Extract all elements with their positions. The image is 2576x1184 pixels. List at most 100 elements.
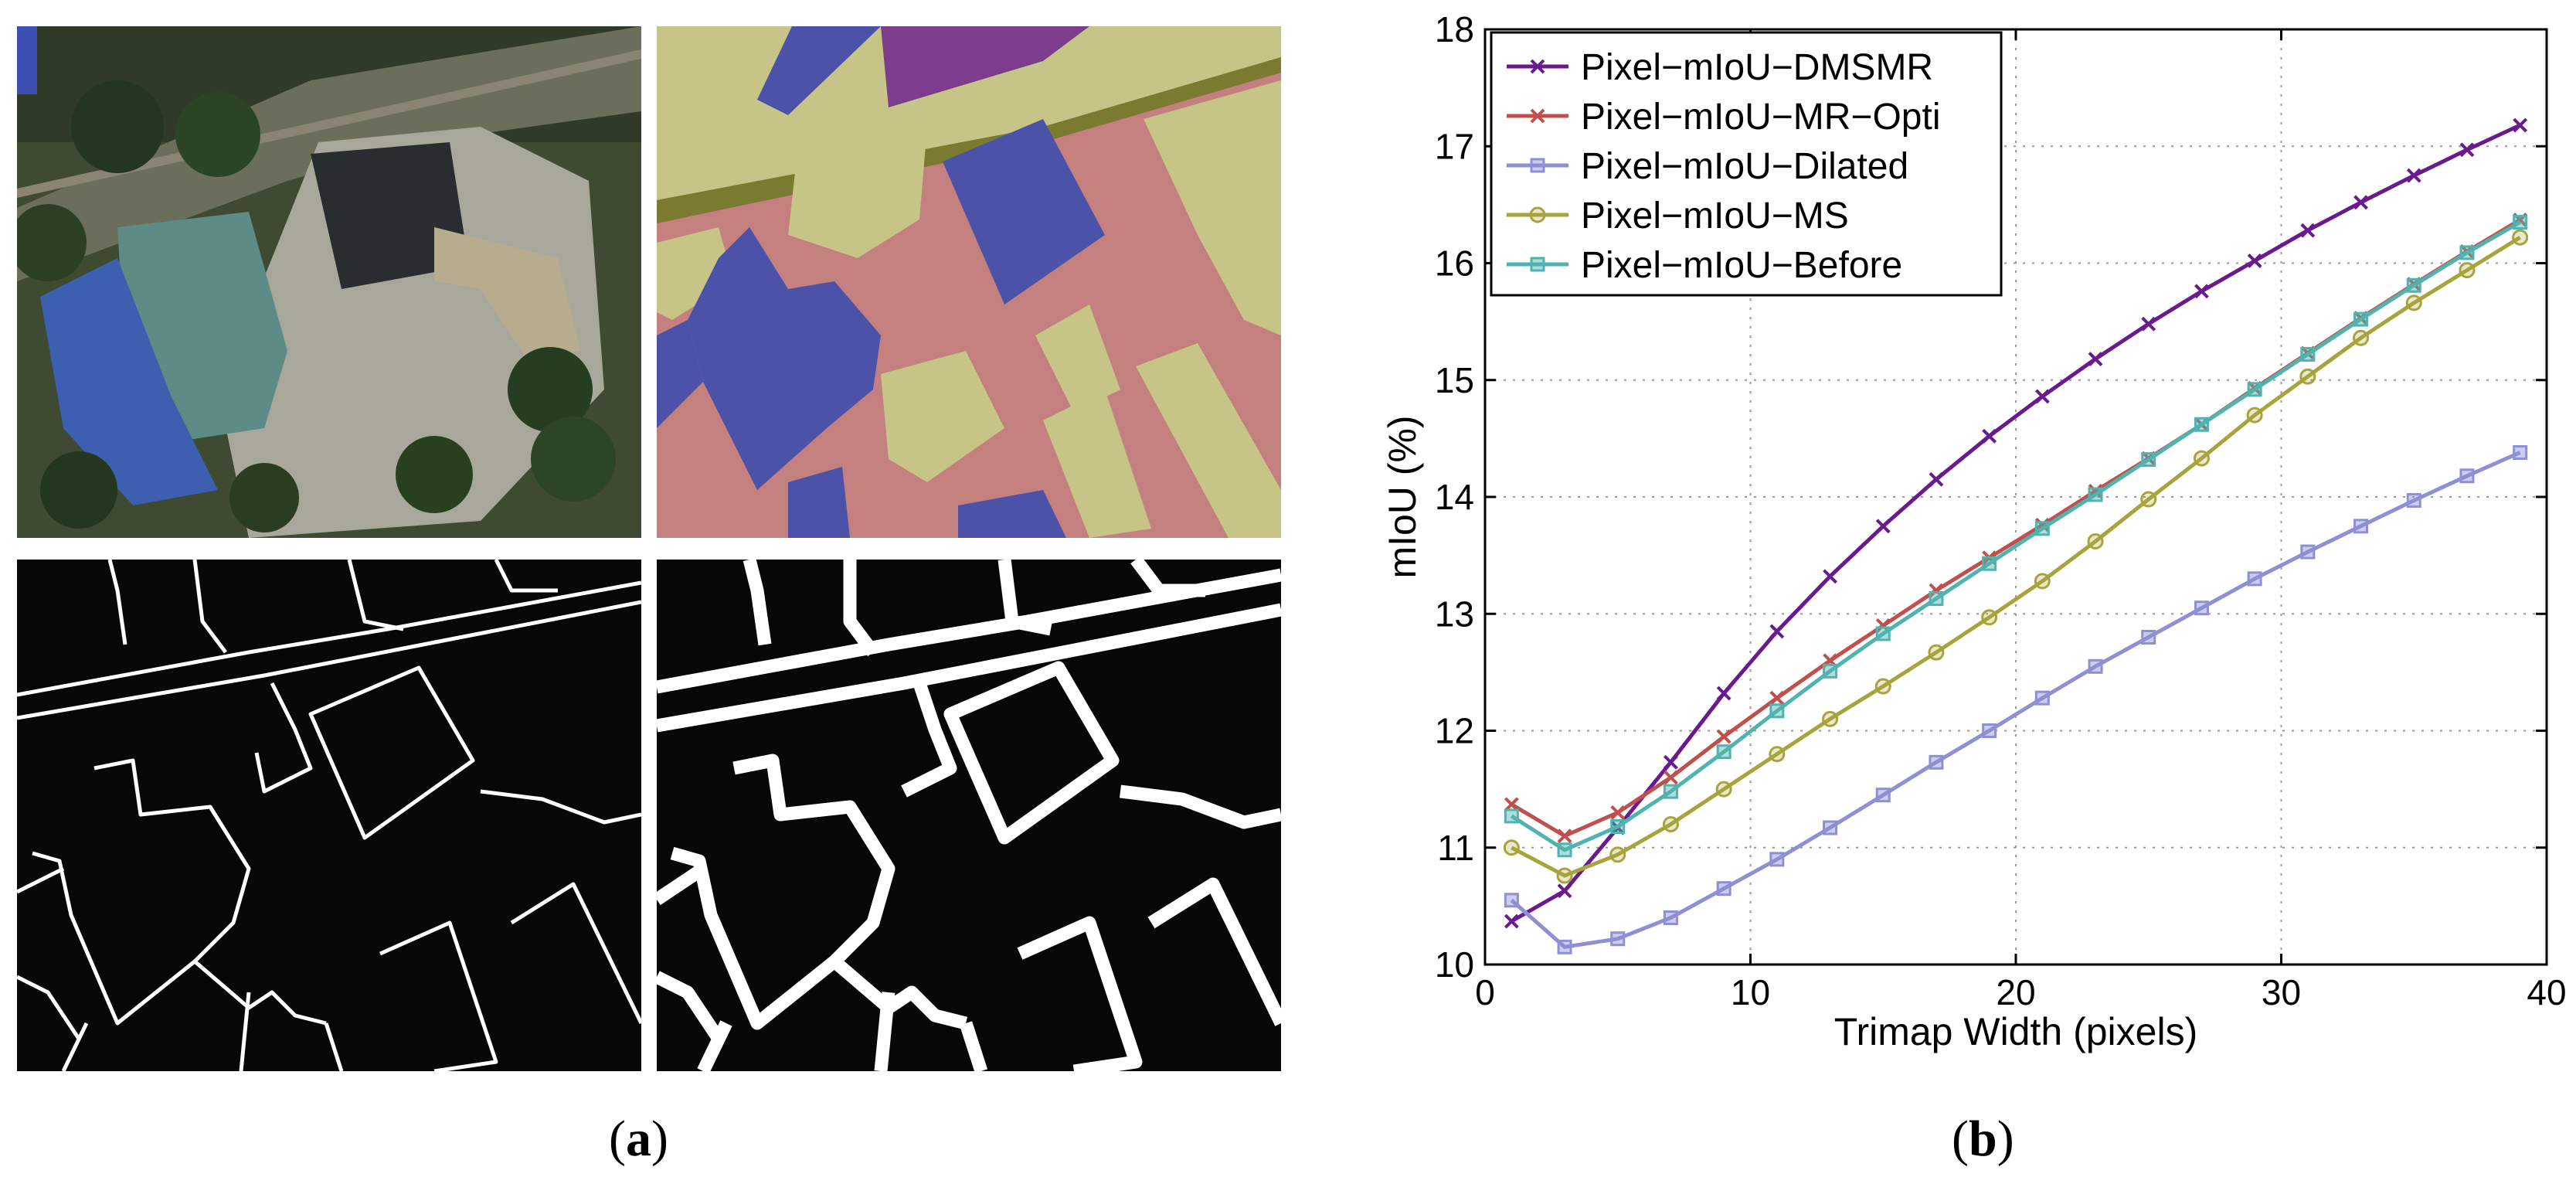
data-point <box>1769 703 1785 719</box>
data-point <box>2088 487 2103 502</box>
caption-a-letter: a <box>625 1111 651 1167</box>
aerial-photo-panel <box>17 26 641 538</box>
data-point <box>1530 158 1545 173</box>
data-point <box>2459 468 2475 484</box>
data-point <box>2459 245 2475 260</box>
series-2 <box>1504 445 2528 954</box>
data-point <box>2141 452 2156 468</box>
series-line <box>1511 123 2521 924</box>
data-point <box>1557 939 1572 954</box>
data-point <box>2513 215 2528 230</box>
x-tick-label: 20 <box>1996 972 2035 1012</box>
data-point <box>1610 931 1626 947</box>
series-line <box>1510 451 2521 949</box>
data-point <box>2300 544 2316 560</box>
data-point <box>1530 108 1545 124</box>
data-point <box>1556 867 1573 884</box>
data-point <box>2353 519 2369 534</box>
legend-item: Pixel−mIoU−Dilated <box>1507 146 1908 187</box>
data-point <box>1823 663 1838 679</box>
data-point <box>2512 229 2529 246</box>
data-point <box>2353 311 2369 327</box>
caption-b: (b) <box>1952 1111 2014 1167</box>
data-point <box>2088 658 2103 674</box>
data-point <box>2300 346 2316 362</box>
data-point <box>1716 686 1731 701</box>
data-point <box>1769 746 1786 763</box>
data-point <box>1609 846 1626 863</box>
data-point <box>1716 881 1731 897</box>
data-point <box>2513 445 2528 461</box>
data-point <box>2088 352 2103 366</box>
y-tick-label: 10 <box>1435 944 1474 985</box>
data-point <box>2034 521 2050 536</box>
data-point <box>1928 644 1945 661</box>
data-point <box>2140 491 2157 508</box>
data-point <box>2034 573 2051 590</box>
data-point <box>2034 389 2050 404</box>
data-point <box>1504 808 1519 824</box>
data-point <box>1981 609 1998 626</box>
y-axis-label: mIoU (%) <box>1381 415 1424 578</box>
x-tick-label: 30 <box>2262 972 2301 1012</box>
data-point <box>2194 284 2209 299</box>
data-point <box>2034 690 2050 706</box>
data-point <box>2194 417 2209 432</box>
y-tick-label: 15 <box>1435 360 1474 400</box>
y-tick-label: 17 <box>1435 126 1474 166</box>
caption-a: (a) <box>609 1111 668 1167</box>
data-point <box>1610 805 1626 820</box>
data-point <box>1663 910 1678 925</box>
series-4 <box>1504 215 2528 858</box>
y-tick-label: 13 <box>1435 594 1474 634</box>
data-point <box>2087 532 2104 549</box>
x-tick-label: 40 <box>2527 972 2566 1012</box>
legend-item: Pixel−mIoU−DMSMR <box>1507 47 1933 88</box>
data-point <box>1769 624 1785 639</box>
legend-label: Pixel−mIoU−DMSMR <box>1581 47 1933 88</box>
data-point <box>2247 571 2262 587</box>
data-point <box>1504 893 1519 908</box>
data-point <box>1664 770 1678 785</box>
data-point <box>2513 117 2528 133</box>
data-point <box>1557 883 1572 899</box>
data-point <box>2300 223 2316 238</box>
segmentation-map-panel <box>657 26 1281 538</box>
data-point <box>1929 591 1944 607</box>
data-point <box>1875 519 1891 534</box>
data-point <box>1504 914 1519 929</box>
chart-series <box>1503 117 2529 954</box>
data-point <box>1982 428 1997 444</box>
data-point <box>1874 678 1891 695</box>
data-point <box>1982 556 1997 571</box>
data-point <box>1769 852 1785 867</box>
data-point <box>2406 168 2421 183</box>
thin-boundary-mask-panel <box>17 560 641 1071</box>
data-point <box>2353 195 2368 210</box>
x-axis-label: Trimap Width (pixels) <box>1834 1010 2197 1053</box>
series-3 <box>1503 229 2529 884</box>
x-tick-label: 10 <box>1731 972 1770 1012</box>
series-line <box>1510 220 2521 852</box>
legend-box <box>1490 31 2003 297</box>
data-point <box>2459 262 2476 279</box>
data-point <box>2247 253 2262 268</box>
legend-label: Pixel−mIoU−Dilated <box>1581 146 1908 187</box>
legend-item: Pixel−mIoU−Before <box>1507 245 1902 286</box>
data-point <box>1716 729 1731 744</box>
data-point <box>1982 723 1997 738</box>
data-point <box>1823 569 1837 584</box>
data-point <box>1929 471 1944 487</box>
y-tick-label: 12 <box>1435 711 1474 751</box>
legend-item: Pixel−mIoU−MS <box>1507 196 1849 236</box>
data-point <box>2406 277 2421 293</box>
data-point <box>1662 816 1679 832</box>
legend-label: Pixel−mIoU−MR−Opti <box>1581 97 1941 138</box>
data-point <box>1530 59 1545 74</box>
data-point <box>1503 839 1520 856</box>
data-point <box>2299 368 2316 385</box>
legend-item: Pixel−mIoU−MR−Opti <box>1507 97 1941 138</box>
legend-label: Pixel−mIoU−MS <box>1581 196 1849 236</box>
data-point <box>1822 710 1839 727</box>
